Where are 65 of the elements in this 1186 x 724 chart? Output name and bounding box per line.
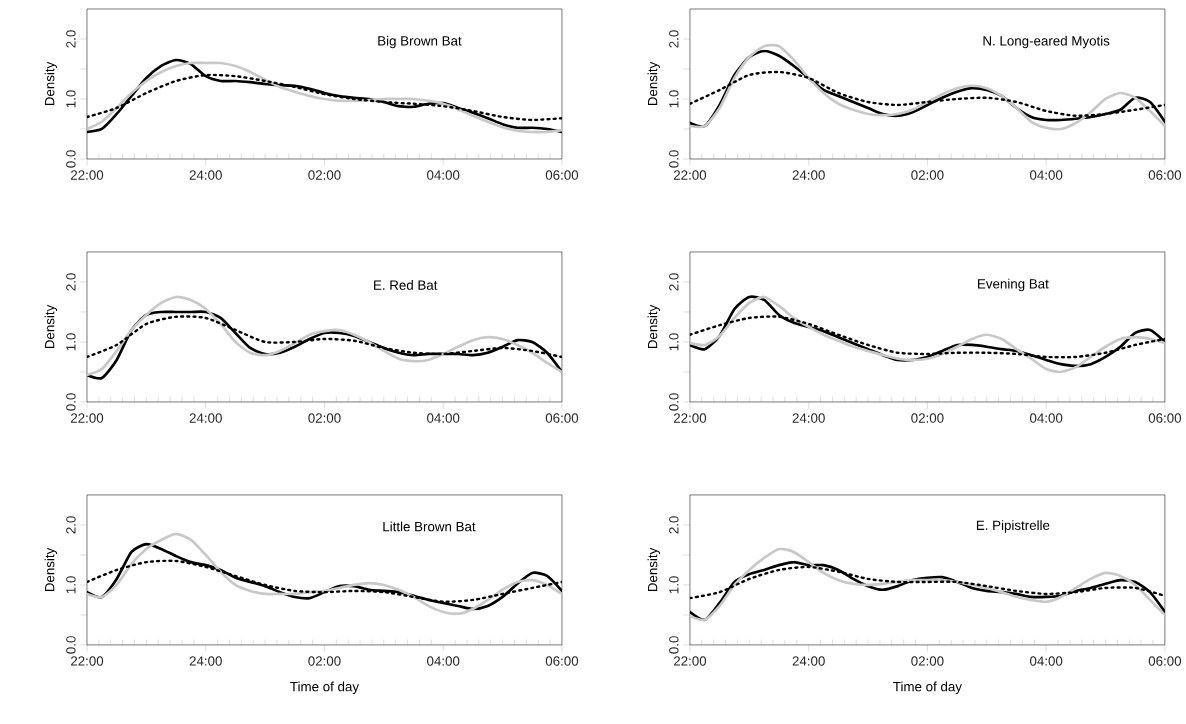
x-tick-label: 22:00 (673, 656, 707, 666)
y-tick-label: 0.0 (669, 636, 679, 654)
x-tick-label: 24:00 (189, 170, 222, 180)
text: N. Long-eared Myotis (983, 35, 1110, 49)
y-tick-label: 1.0 (669, 576, 679, 594)
y-tick-label: 2.0 (66, 516, 76, 534)
line-series (86, 295, 562, 377)
y-tick-label: 0.0 (66, 393, 76, 411)
x-tick-label: 06:00 (545, 656, 579, 666)
y-tick-label: 2.0 (669, 516, 679, 534)
line-series (86, 532, 562, 616)
x-tick-label: 04:00 (427, 413, 460, 423)
x-tick-label: 24:00 (792, 170, 825, 180)
x-tick-label: 06:00 (1148, 170, 1182, 180)
text: E. Pipistrelle (976, 520, 1050, 533)
x-tick-label: 24:00 (189, 656, 222, 666)
y-tick-label: 1.0 (66, 90, 76, 108)
line-series (689, 547, 1165, 622)
x-tick-label: 22:00 (673, 170, 707, 180)
y-axis-title: Density (647, 61, 660, 106)
text: Little Brown Bat (383, 521, 476, 532)
x-tick-label: 06:00 (545, 170, 579, 180)
y-tick-label: 0.0 (669, 150, 679, 168)
x-axis-title: Time of day (290, 681, 360, 695)
y-tick-label: 2.0 (66, 273, 76, 291)
x-axis-title: Time of day (893, 681, 962, 695)
y-tick-label: 1.0 (669, 90, 679, 108)
x-tick-label: 06:00 (545, 413, 579, 423)
y-axis-title: Density (44, 547, 58, 592)
y-tick-label: 2.0 (669, 273, 679, 291)
x-tick-label: 04:00 (1029, 656, 1063, 666)
y-axis-title: Density (44, 61, 58, 106)
x-tick-label: 02:00 (911, 170, 944, 180)
x-tick-label: 02:00 (308, 656, 341, 666)
x-tick-label: 22:00 (70, 656, 104, 666)
text: E. Red Bat (374, 280, 438, 290)
text: Evening Bat (978, 278, 1049, 292)
x-tick-label: 02:00 (911, 656, 944, 666)
text: Big Brown Bat (378, 35, 462, 49)
x-tick-label: 04:00 (427, 656, 460, 666)
y-axis-title: Density (647, 547, 660, 592)
x-tick-label: 24:00 (792, 413, 825, 423)
x-tick-label: 22:00 (70, 413, 104, 423)
y-tick-label: 0.0 (669, 393, 679, 411)
y-tick-label: 1.0 (66, 333, 76, 351)
x-tick-label: 22:00 (70, 170, 104, 180)
x-tick-label: 06:00 (1148, 413, 1182, 423)
x-tick-label: 02:00 (308, 413, 341, 423)
y-tick-label: 0.0 (66, 150, 76, 168)
x-tick-label: 04:00 (1029, 413, 1063, 423)
x-tick-label: 24:00 (792, 656, 825, 666)
y-axis-title: Density (44, 304, 58, 349)
y-tick-label: 2.0 (669, 30, 679, 48)
y-tick-label: 2.0 (66, 30, 76, 48)
x-tick-label: 04:00 (1029, 170, 1063, 180)
x-tick-label: 04:00 (427, 170, 460, 180)
x-tick-label: 02:00 (911, 413, 944, 423)
x-tick-label: 02:00 (308, 170, 341, 180)
y-tick-label: 1.0 (669, 333, 679, 351)
x-tick-label: 22:00 (673, 413, 707, 423)
y-axis-title: Density (647, 304, 660, 349)
y-tick-label: 1.0 (66, 576, 76, 594)
x-tick-label: 06:00 (1148, 656, 1182, 666)
x-tick-label: 24:00 (189, 413, 222, 423)
y-tick-label: 0.0 (66, 636, 76, 654)
